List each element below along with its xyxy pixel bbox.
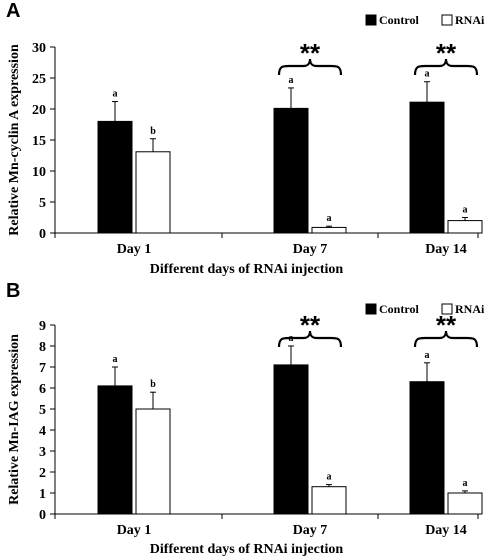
rnai-bar <box>311 226 347 234</box>
legend: Control RNAi <box>365 13 485 27</box>
significance-letter: a <box>289 75 294 86</box>
y-tick-label: 15 <box>32 134 46 149</box>
y-tick-label: 5 <box>39 403 46 418</box>
legend-swatch-control <box>365 303 377 315</box>
x-axis-title: Different days of RNAi injection <box>150 542 344 557</box>
control-bar <box>273 107 309 234</box>
panel-a: A 0 5 10 15 20 25 30 Day 1 Day 7 Day 14 Different d… <box>6 0 485 277</box>
rnai-bar <box>311 486 347 515</box>
control-bar <box>97 385 133 515</box>
significance-letter: b <box>150 379 156 390</box>
legend-label-rnai: RNAi <box>455 302 485 316</box>
y-axis-title: Relative Mn-IAG expression <box>7 334 22 505</box>
x-tick-label: Day 7 <box>293 242 328 257</box>
y-tick-label: 8 <box>39 340 46 355</box>
control-bar <box>273 364 309 515</box>
rnai-bar <box>447 220 483 234</box>
legend-swatch-control <box>365 14 377 26</box>
x-tick-label: Day 1 <box>117 523 152 538</box>
significance-letter: a <box>463 205 468 216</box>
significance-brace <box>277 330 343 348</box>
y-tick-label: 9 <box>39 319 46 334</box>
significance-brace <box>413 58 479 76</box>
y-tick-label: 4 <box>39 424 46 439</box>
y-tick-label: 25 <box>32 72 46 87</box>
significance-letter: a <box>327 213 332 224</box>
y-tick-label: 6 <box>39 382 46 397</box>
y-tick-label: 3 <box>39 445 46 460</box>
legend-swatch-rnai <box>441 14 453 26</box>
significance-letter: a <box>425 69 430 80</box>
y-tick-label: 1 <box>39 487 46 502</box>
y-tick-label: 20 <box>32 103 46 118</box>
significance-stars: ** <box>300 38 321 68</box>
panel-letter: A <box>6 0 20 22</box>
rnai-bar <box>447 492 483 515</box>
legend-label-control: Control <box>379 302 419 316</box>
y-tick-label: 7 <box>39 361 46 376</box>
significance-letter: a <box>113 89 118 100</box>
x-axis-title: Different days of RNAi injection <box>150 262 344 277</box>
y-tick-label: 0 <box>39 227 46 242</box>
panel-letter: B <box>6 280 20 302</box>
y-tick-label: 2 <box>39 466 46 481</box>
significance-letter: b <box>150 126 156 137</box>
significance-letter: a <box>463 478 468 489</box>
significance-stars: ** <box>436 38 457 68</box>
y-tick-label: 0 <box>39 508 46 523</box>
significance-stars: ** <box>300 310 321 340</box>
y-tick-label: 10 <box>32 165 46 180</box>
rnai-bar <box>135 151 171 234</box>
legend-swatch-rnai <box>441 303 453 315</box>
y-tick-label: 30 <box>32 41 46 56</box>
y-axis-title: Relative Mn-cyclin A expression <box>7 44 22 236</box>
panel-b: B 0 1 2 3 4 5 6 7 8 9 Day 1 Day 7 Day 14 Different day… <box>6 280 485 557</box>
x-tick-label: Day 14 <box>425 523 467 538</box>
significance-stars: ** <box>436 310 457 340</box>
x-tick-label: Day 14 <box>425 242 467 257</box>
significance-brace <box>413 330 479 348</box>
significance-letter: a <box>327 472 332 483</box>
control-bar <box>97 120 133 234</box>
significance-letter: a <box>113 354 118 365</box>
control-bar <box>409 381 445 515</box>
legend-label-rnai: RNAi <box>455 13 485 27</box>
significance-letter: a <box>425 350 430 361</box>
x-tick-label: Day 1 <box>117 242 152 257</box>
control-bar <box>409 101 445 234</box>
legend: Control RNAi <box>365 302 485 316</box>
legend-label-control: Control <box>379 13 419 27</box>
y-tick-label: 5 <box>39 196 46 211</box>
rnai-bar <box>135 408 171 515</box>
x-tick-label: Day 7 <box>293 523 328 538</box>
significance-brace <box>277 58 343 76</box>
